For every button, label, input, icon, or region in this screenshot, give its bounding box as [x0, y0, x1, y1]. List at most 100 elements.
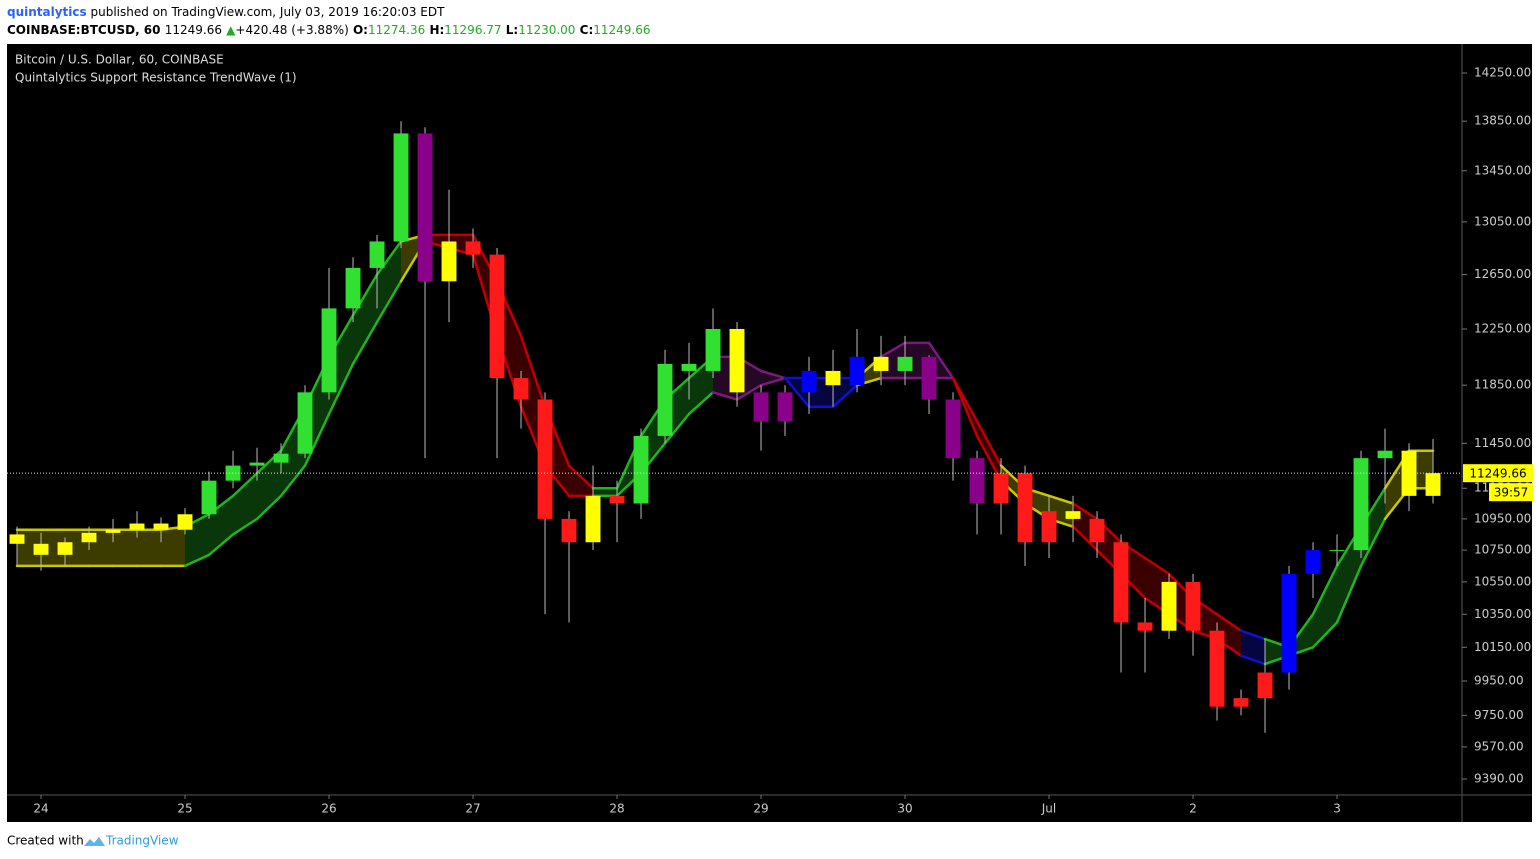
candle-body [489, 254, 505, 379]
wave-lower [375, 280, 403, 324]
countdown-badge [1489, 483, 1533, 502]
wave-lower [1311, 621, 1339, 649]
y-tick-label: 13450.00 [1474, 163, 1531, 177]
publish-line: quintalytics published on TradingView.co… [7, 5, 445, 19]
wave-fill [137, 529, 162, 566]
wave-fill [833, 378, 858, 407]
candle-body [537, 399, 553, 519]
candle-body [1233, 698, 1249, 707]
x-tick-label: 25 [177, 802, 192, 816]
candle-body [441, 241, 457, 282]
candle-body [681, 363, 697, 371]
wave-upper [567, 464, 595, 490]
wave-lower [1335, 564, 1363, 624]
x-tick-label: 3 [1333, 802, 1341, 816]
low-value: 11230.00 [518, 23, 575, 37]
candle-body [801, 370, 817, 393]
wave-upper [351, 273, 379, 317]
candle-body [1017, 473, 1033, 543]
wave-fill [41, 529, 66, 566]
wave-lower [327, 362, 355, 416]
candle-body [1161, 581, 1177, 631]
wave-fill [689, 356, 714, 414]
candle-body [1257, 672, 1273, 699]
candle-body [849, 356, 865, 386]
candle-body [1065, 511, 1081, 519]
candle-body [177, 514, 193, 530]
wave-upper [375, 240, 403, 276]
tradingview-brand[interactable]: TradingView [105, 834, 179, 848]
wave-fill [1337, 526, 1362, 623]
wave-lower [1071, 525, 1099, 552]
wave-lower [303, 412, 331, 467]
wave-fill [977, 421, 1002, 481]
x-tick-label: 27 [465, 802, 480, 816]
candle-body [81, 532, 97, 543]
y-tick-label: 12250.00 [1474, 321, 1531, 335]
candle-body [297, 392, 313, 454]
wave-fill [161, 526, 186, 566]
candle-body [657, 363, 673, 436]
candle-body [1377, 450, 1393, 459]
candle-body [705, 328, 721, 371]
y-tick-label: 11850.00 [1474, 378, 1531, 392]
x-tick-label: 26 [321, 802, 336, 816]
candle-body [777, 392, 793, 422]
wave-lower [687, 391, 715, 416]
wave-lower [783, 376, 811, 408]
close-value: 11249.66 [593, 23, 650, 37]
wave-upper [1215, 613, 1243, 632]
wave-fill [233, 473, 258, 535]
candle-body [369, 241, 385, 268]
author[interactable]: quintalytics [7, 5, 87, 19]
y-tick-label: 13050.00 [1474, 214, 1531, 228]
wave-lower [351, 320, 379, 366]
wave-lower [1359, 517, 1387, 568]
wave-lower [231, 517, 259, 536]
up-arrow: ▲ [226, 23, 236, 37]
candle-body [9, 534, 25, 544]
open-value: 11274.36 [368, 23, 425, 37]
chart-title: Bitcoin / U.S. Dollar, 60, COINBASE [15, 53, 224, 67]
wave-upper [759, 369, 787, 380]
y-tick-label: 13850.00 [1474, 114, 1531, 128]
y-tick-label: 10950.00 [1474, 511, 1531, 525]
candle-body [273, 453, 289, 463]
wave-fill [377, 241, 402, 323]
tradingview-logo [84, 837, 105, 846]
created-with: Created with [7, 834, 84, 848]
low-label: L: [506, 23, 518, 37]
y-tick-label: 9570.00 [1474, 739, 1524, 753]
candle-body [1113, 542, 1129, 623]
candle-body [585, 495, 601, 543]
candle-body [1401, 450, 1417, 496]
y-tick-label: 12650.00 [1474, 267, 1531, 281]
x-tick-label: 28 [609, 802, 624, 816]
wave-fill [593, 488, 618, 496]
chart-background [7, 44, 1532, 822]
candle-body [33, 543, 49, 555]
wave-fill [353, 274, 378, 364]
candle-body [753, 392, 769, 422]
candle-body [129, 523, 145, 530]
candle-body [513, 378, 529, 400]
wave-lower [255, 494, 283, 521]
candle-body [153, 523, 169, 530]
countdown-label: 39:57 [1494, 486, 1529, 500]
y-tick-label: 9950.00 [1474, 674, 1524, 688]
candle-body [345, 267, 361, 309]
wave-upper [1239, 629, 1267, 641]
candle-body [993, 473, 1009, 504]
y-tick-label: 9750.00 [1474, 708, 1524, 722]
symbol-line: COINBASE:BTCUSD, 60 11249.66 ▲+420.48 (+… [7, 23, 651, 37]
wave-lower [831, 383, 859, 408]
wave-upper [1311, 564, 1339, 616]
x-tick-label: 29 [753, 802, 768, 816]
wave-lower [735, 383, 763, 401]
candle-body [417, 133, 433, 282]
x-tick-label: 24 [33, 802, 48, 816]
candle-body [1041, 511, 1057, 543]
candle-body [1209, 630, 1225, 707]
y-tick-label: 10150.00 [1474, 640, 1531, 654]
wave-lower [711, 391, 739, 401]
